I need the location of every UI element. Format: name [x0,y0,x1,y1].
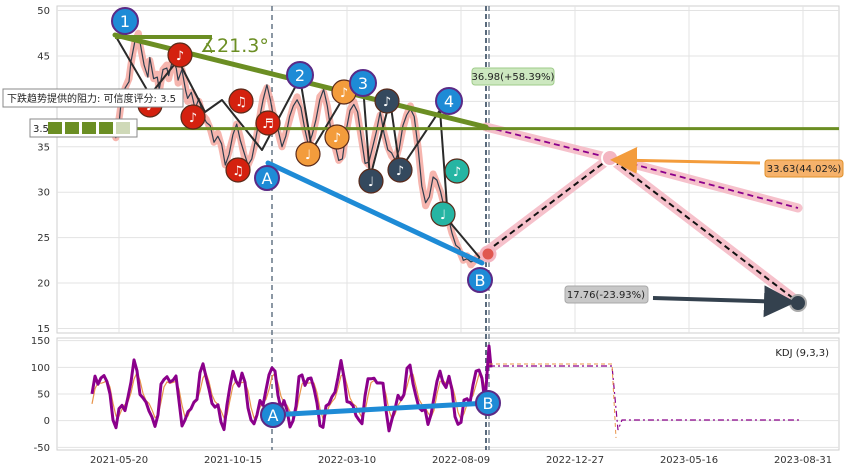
main-y-axis: 1520253035404550 [37,6,50,335]
badge-2: 2 [286,61,314,89]
mid-target-label: 33.63(44.02%) [764,159,844,178]
svg-text:♪: ♪ [396,164,404,179]
x-tick-label: 2021-10-15 [204,455,262,466]
angle-label: ∡21.3° [200,35,269,57]
main-y-tick-label: 35 [37,142,50,153]
note-marker: ♩ [358,168,384,194]
badge-b: B [467,267,493,293]
svg-text:♪: ♪ [333,131,341,146]
projection-pivot [601,149,619,167]
x-tick-label: 2022-03-10 [318,455,376,466]
osc-y-tick-label: 50 [37,390,50,401]
main-y-tick-label: 20 [37,279,50,290]
upper-projection-line [485,126,799,209]
main-y-tick-label: 50 [37,6,50,17]
badge-3: 3 [349,69,377,97]
osc-y-tick-label: 150 [31,336,50,347]
main-y-tick-label: 15 [37,324,50,335]
note-marker: ♪ [374,88,400,114]
osc-y-tick-label: 0 [44,416,50,427]
svg-text:♪: ♪ [176,49,184,64]
svg-text:♩: ♩ [305,148,311,163]
osc-badge-a: A [260,402,286,428]
svg-text:3.5: 3.5 [33,124,49,135]
x-tick-label: 2022-08-09 [432,455,490,466]
kdj-k-line [90,344,493,433]
price-series-line [111,35,487,263]
x-axis: 2021-05-20 2021-10-15 2022-03-10 2022-08-09… [90,455,832,466]
breakout-point [479,245,497,263]
low-target-point [789,294,807,312]
badge-1: 1 [111,7,139,35]
badge-4: 4 [435,87,463,115]
note-marker: ♩ [430,201,456,227]
svg-text:33.63(44.02%): 33.63(44.02%) [767,164,842,175]
kdj-projection-line [489,365,800,431]
upper-target-label: 36.98(+58.39%) [471,67,555,86]
resistance-info-box: 下跌趋势提供的阻力: 可信度评分: 3.5 3.5 [2,88,184,138]
kdj-projection-d [489,363,617,439]
kdj-label: KDJ (9,3,3) [775,348,829,359]
note-markers: ♪♪♪♫♬♫♪♩♪♪♩♪♪♩ [137,42,470,227]
svg-text:♬: ♬ [262,117,274,132]
svg-text:1: 1 [120,12,130,31]
mid-target-arrow [610,146,761,174]
note-marker: ♫ [228,88,254,114]
svg-text:♩: ♩ [440,208,446,223]
x-tick-label: 2023-05-16 [660,455,718,466]
osc-y-tick-label: 100 [31,363,50,374]
svg-text:3: 3 [358,74,368,93]
svg-text:下跌趋势提供的阻力: 可信度评分: 3.5: 下跌趋势提供的阻力: 可信度评分: 3.5 [7,92,176,105]
svg-text:♫: ♫ [232,164,244,179]
svg-text:4: 4 [444,92,454,111]
svg-text:B: B [475,271,486,290]
svg-text:36.98(+58.39%): 36.98(+58.39%) [472,72,555,83]
osc-y-tick-label: -50 [34,443,50,454]
svg-text:A: A [268,406,279,425]
support-line-a-b [265,160,485,266]
note-marker: ♪ [324,124,350,150]
oscillator-gridlines [57,340,839,448]
low-target-label: 17.76(-23.93%) [564,285,649,304]
low-target-arrow [652,285,796,318]
oscillator-trendline [268,400,491,418]
svg-text:♩: ♩ [368,175,374,190]
x-tick-label: 2022-12-27 [546,455,604,466]
main-y-tick-label: 45 [37,51,50,62]
badge-a: A [254,165,280,191]
svg-text:♪: ♪ [340,86,348,101]
oscillator-y-axis: -50 0 50 100 150 [31,336,50,454]
x-tick-label: 2023-08-31 [774,455,832,466]
osc-badge-b: B [475,390,501,416]
svg-text:17.76(-23.93%): 17.76(-23.93%) [567,290,645,301]
x-tick-label: 2021-05-20 [90,455,148,466]
svg-text:A: A [262,169,273,188]
note-marker: ♬ [255,110,281,136]
note-marker: ♪ [180,104,206,130]
note-marker: ♪ [444,158,470,184]
note-marker: ♫ [225,157,251,183]
main-y-tick-label: 30 [37,188,50,199]
note-marker: ♪ [387,157,413,183]
svg-text:♪: ♪ [453,165,461,180]
note-marker: ♩ [295,141,321,167]
svg-text:♫: ♫ [235,95,247,110]
note-marker: ♪ [167,42,193,68]
main-y-tick-label: 25 [37,233,50,244]
rating-stars-icon [48,122,130,134]
svg-text:♪: ♪ [189,111,197,126]
svg-text:2: 2 [295,66,305,85]
svg-text:B: B [483,394,494,413]
pattern-zigzag [114,34,481,259]
svg-text:♪: ♪ [383,95,391,110]
